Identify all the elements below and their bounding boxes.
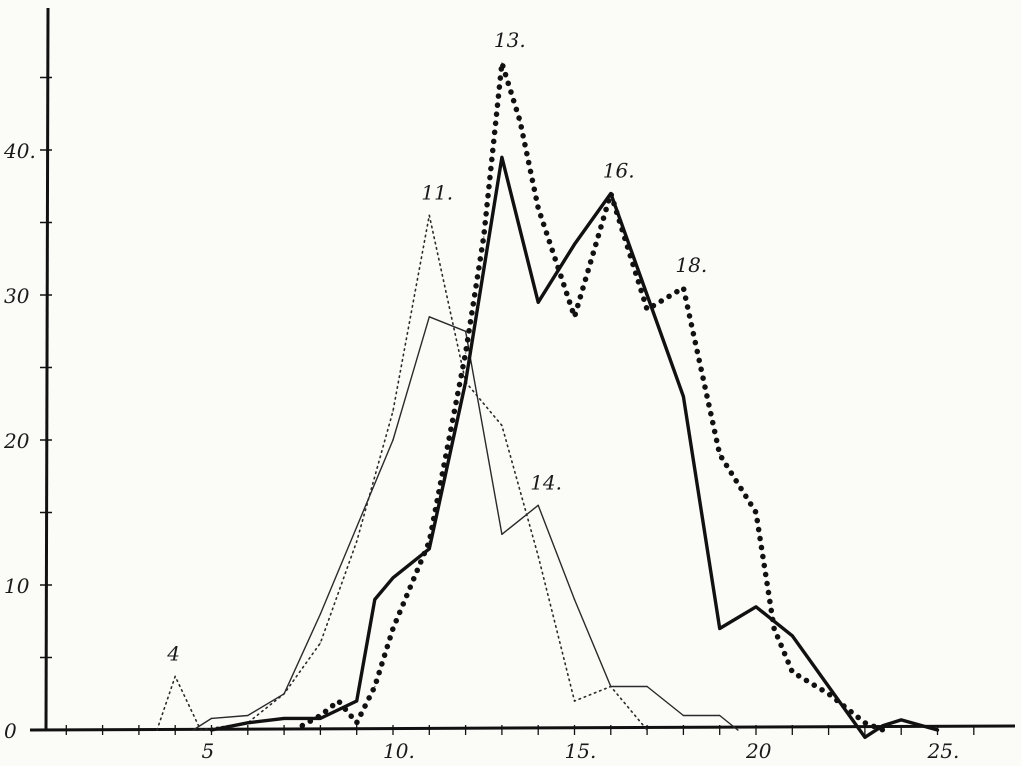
data-point (464, 381, 467, 383)
data-point (501, 533, 503, 536)
data-point (755, 511, 757, 514)
data-point (773, 627, 775, 630)
data-point (682, 714, 685, 717)
data-point (573, 243, 576, 246)
data-point (936, 729, 939, 731)
x-axis (29, 724, 1016, 732)
data-point (156, 729, 158, 731)
data-point (210, 729, 213, 731)
peak-label: 13. (494, 28, 526, 52)
series-line-fine-dotted (156, 214, 648, 731)
data-point (718, 453, 721, 456)
data-point (501, 424, 503, 427)
data-point (374, 685, 376, 688)
data-point (882, 729, 884, 731)
y-tick-label: 30 (4, 284, 30, 308)
data-point (573, 700, 576, 702)
data-point (573, 315, 576, 318)
data-point (682, 395, 685, 398)
data-point (646, 729, 648, 731)
data-point (428, 315, 431, 318)
data-point (610, 192, 612, 195)
data-point (392, 627, 394, 630)
x-tick-label: 20 (745, 739, 772, 762)
peak-label: 4 (166, 641, 180, 665)
y-tick-label: 10 (4, 574, 30, 598)
data-point (247, 714, 249, 717)
data-point (537, 207, 539, 209)
peak-label: 16. (603, 159, 635, 183)
data-point (537, 555, 539, 557)
peak-label: 11. (421, 180, 453, 204)
data-point (428, 540, 431, 543)
y-axis (44, 7, 50, 731)
data-point (646, 294, 648, 296)
data-point (464, 352, 467, 354)
data-point (464, 330, 467, 333)
data-point (319, 613, 322, 615)
data-point (573, 598, 576, 601)
data-point (283, 692, 285, 695)
series-line-heavy-dotted (299, 60, 886, 733)
data-point (827, 685, 830, 688)
y-tick-label: 0 (4, 719, 17, 743)
data-point (199, 729, 202, 731)
data-point (355, 526, 358, 528)
data-point (428, 214, 431, 217)
data-point (682, 286, 685, 289)
data-point (718, 627, 721, 630)
data-point (501, 156, 503, 159)
data-point (392, 576, 394, 579)
data-point (791, 671, 794, 673)
y-tick-label: 20 (3, 429, 30, 453)
data-point (827, 692, 830, 695)
data-point (210, 717, 213, 720)
data-point (392, 439, 394, 441)
data-point (301, 724, 304, 727)
x-tick-label: 25. (927, 739, 960, 762)
data-point (319, 714, 322, 717)
x-tick-label: 5 (202, 739, 215, 762)
y-tick-label: 40. (3, 139, 36, 163)
data-point (737, 729, 739, 731)
data-point (374, 598, 376, 601)
data-point (610, 685, 612, 688)
data-point (174, 675, 176, 678)
peak-label: 18. (675, 253, 707, 277)
data-point (247, 721, 249, 724)
data-point (192, 729, 195, 731)
data-point (355, 540, 358, 543)
x-tick-label: 10. (383, 739, 415, 762)
data-point (537, 504, 539, 507)
data-point (718, 714, 721, 717)
data-point (864, 721, 866, 724)
data-point (519, 120, 521, 122)
data-point (791, 634, 794, 637)
peak-label: 14. (530, 470, 562, 494)
data-point (882, 724, 884, 727)
data-point (355, 721, 358, 724)
data-point (646, 685, 648, 688)
data-point (864, 736, 866, 739)
data-point (537, 301, 539, 304)
data-point (392, 410, 394, 412)
data-point (319, 642, 322, 644)
data-point (501, 62, 503, 64)
data-point (355, 700, 358, 702)
data-point (900, 719, 902, 721)
data-point (482, 236, 485, 238)
data-point (646, 308, 648, 311)
data-point (283, 717, 285, 720)
x-tick-label: 15. (565, 739, 597, 762)
data-point (337, 700, 340, 702)
data-point (755, 605, 757, 608)
data-point (428, 547, 431, 550)
